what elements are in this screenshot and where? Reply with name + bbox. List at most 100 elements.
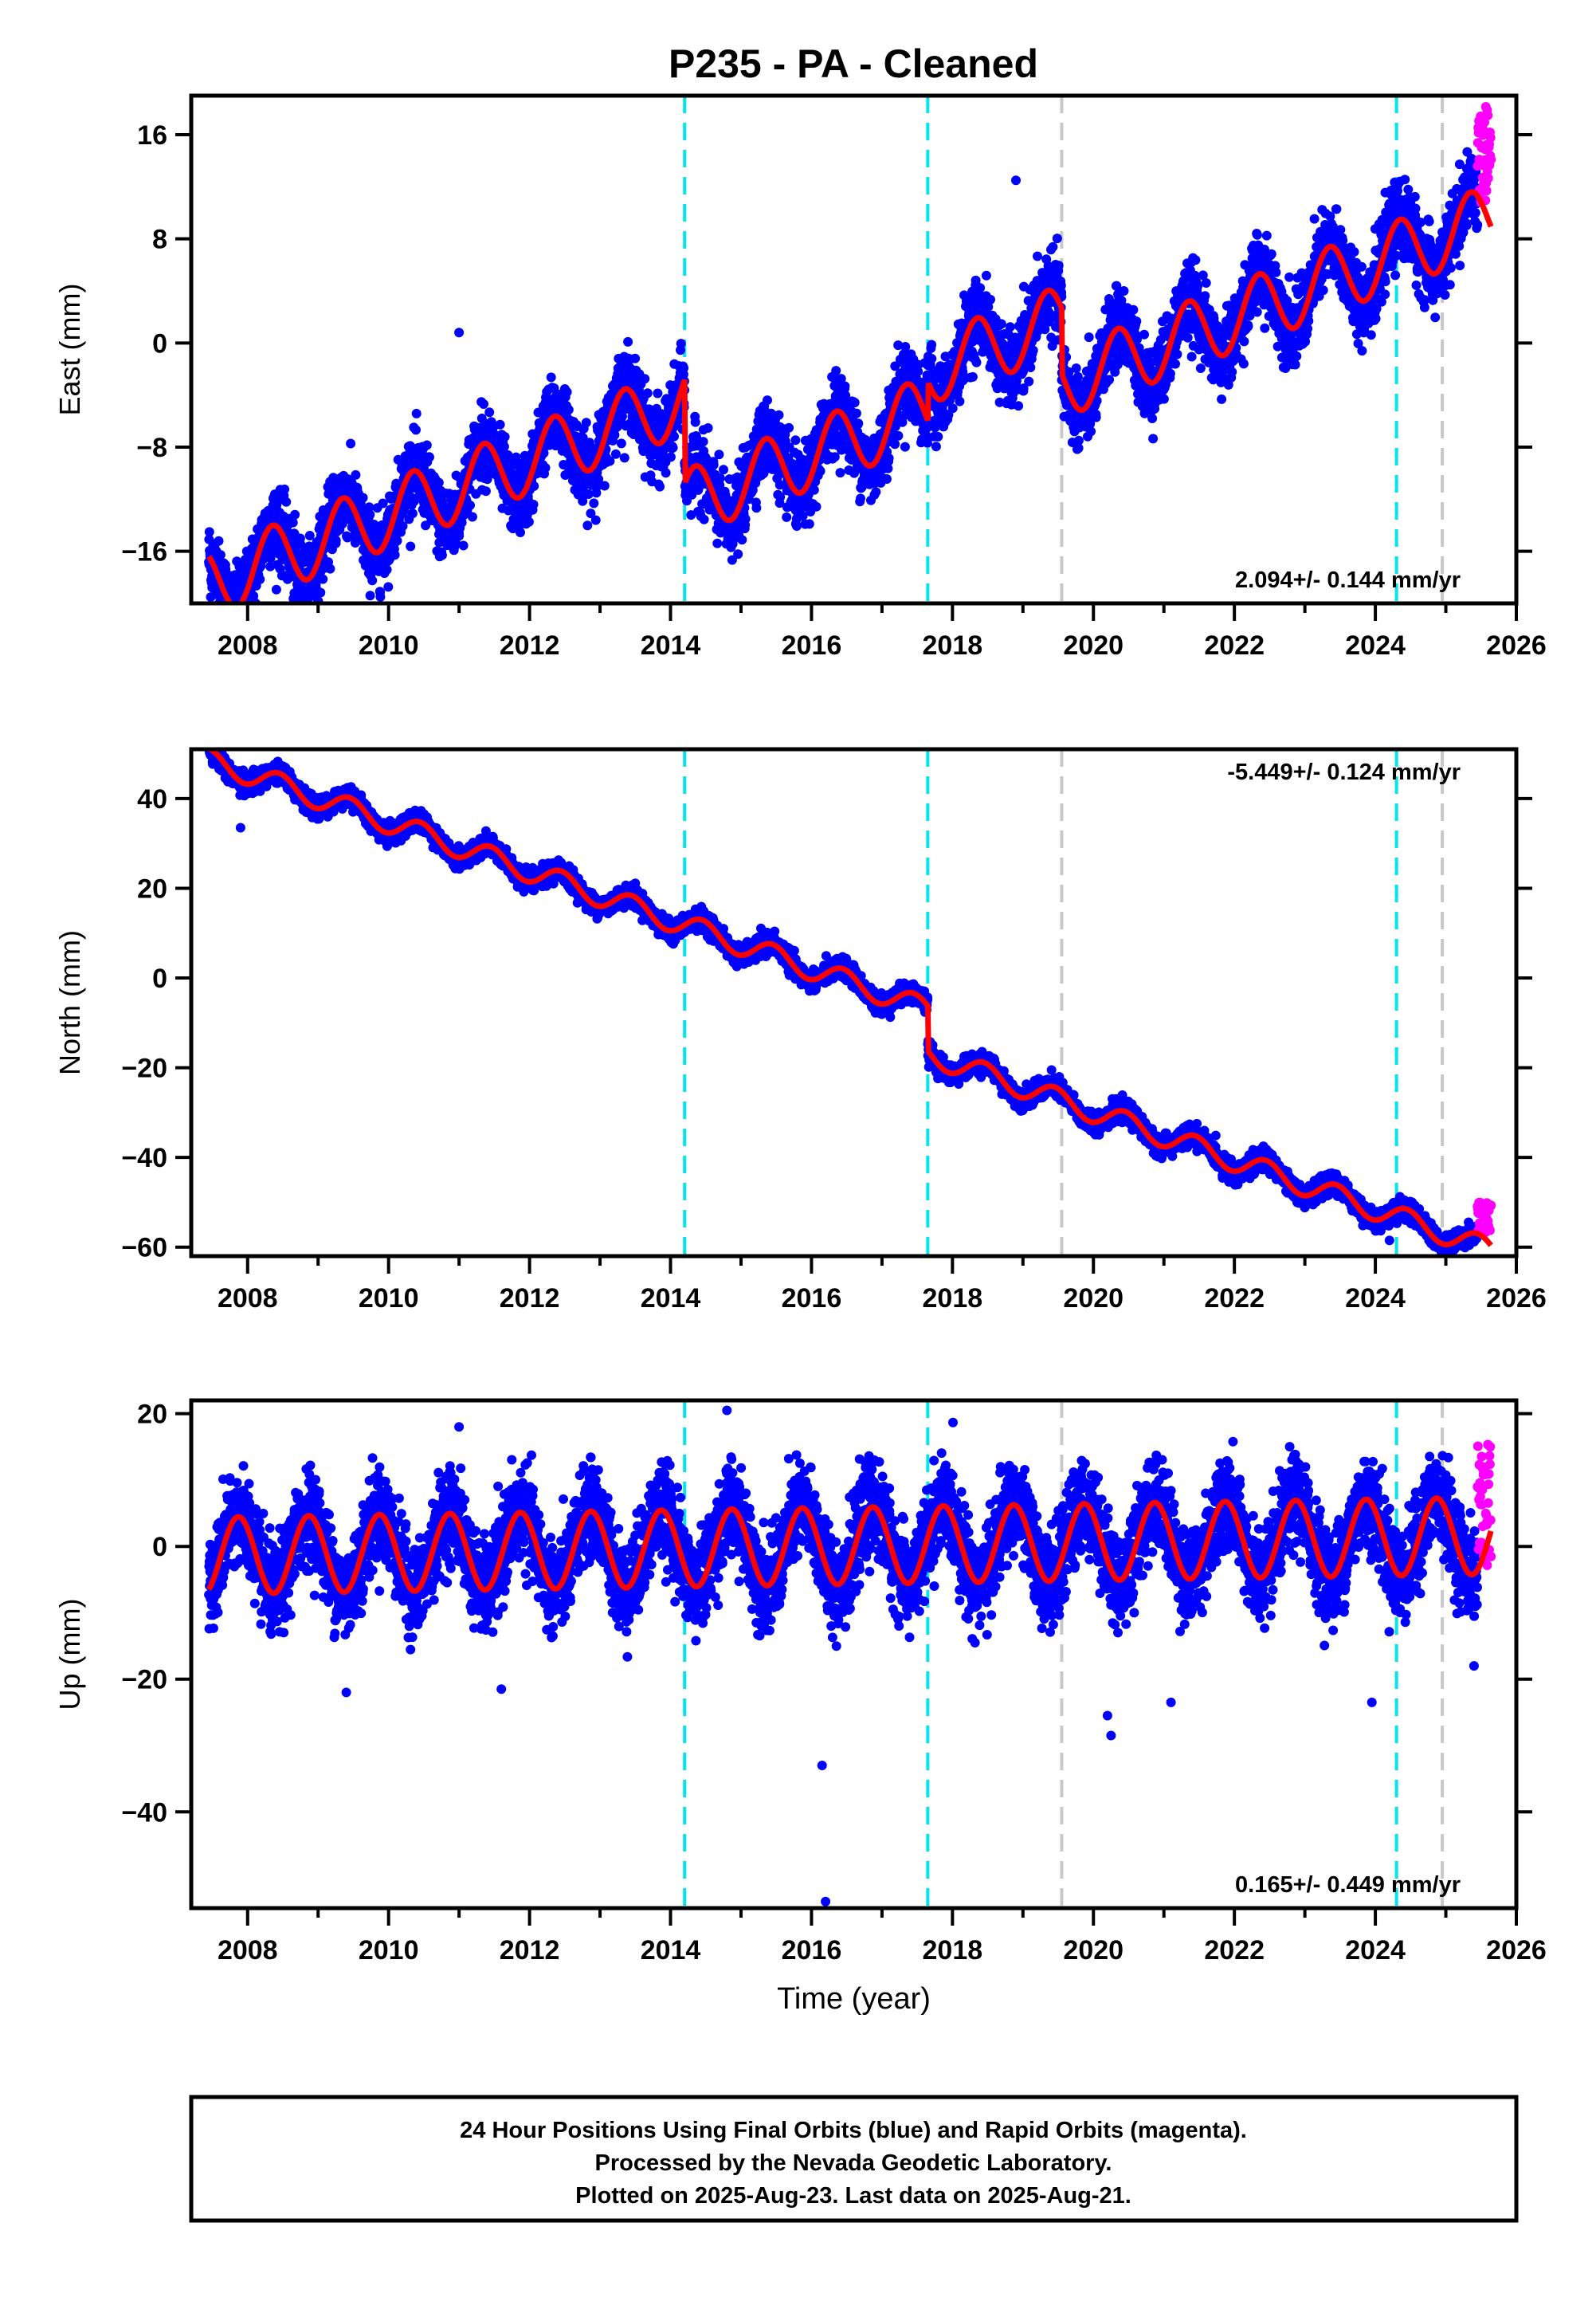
data-point [610,449,621,459]
data-point [719,465,728,475]
data-point [1139,329,1149,340]
data-point [480,486,491,497]
data-point [290,509,300,520]
data-point [304,531,315,540]
data-point [281,497,292,507]
data-point [1033,251,1042,261]
data-point [422,440,432,450]
data-point [856,493,865,504]
data-point [358,493,368,503]
data-point [931,442,941,452]
data-point [849,398,860,408]
data-point [465,501,475,510]
data-point [399,504,410,514]
data-point [881,474,892,484]
data-point [229,619,239,629]
data-point [1053,261,1064,271]
data-point [298,613,308,622]
data-point [218,620,228,630]
data-point [382,564,392,575]
data-point [853,418,864,429]
data-point [495,419,505,430]
data-point [890,439,900,450]
data-point [280,484,290,494]
data-point [811,501,822,512]
data-point [831,366,841,376]
data-point [893,430,904,441]
data-point [653,388,663,399]
data-point [364,502,374,512]
data-point [1165,368,1175,379]
data-point [1119,286,1129,296]
data-point [392,536,402,546]
data-point [223,607,233,616]
data-point [967,371,978,382]
data-point [234,611,244,621]
data-point [815,466,825,476]
data-point [733,549,743,560]
data-point [231,616,241,626]
data-point [1005,322,1015,332]
data-point [407,509,418,519]
data-point [996,319,1006,329]
data-point [516,528,525,537]
data-point [298,626,308,636]
data-point [774,410,784,420]
data-point [1091,412,1101,422]
data-point [590,515,601,525]
data-point [500,432,510,442]
data-point [661,468,671,478]
data-point [947,403,958,414]
data-point [411,425,421,435]
data-point [231,613,241,622]
data-point [616,438,626,449]
data-point [383,582,394,592]
data-point [204,527,214,537]
data-point [224,617,233,626]
data-point [236,615,245,625]
data-point [232,620,241,630]
data-point [971,357,982,367]
data-point [563,405,574,415]
data-point [583,489,594,499]
data-point [690,417,700,427]
data-point [233,611,243,620]
data-point [619,453,629,463]
data-point [351,469,361,480]
data-point [714,450,724,460]
data-point [375,591,386,602]
data-point [232,614,241,623]
data-point [871,487,881,497]
data-point [763,395,772,406]
data-point [1131,316,1142,327]
data-point [1104,375,1115,385]
data-point [271,584,281,595]
data-point [482,474,492,485]
data-point [222,607,232,617]
data-point [226,613,236,622]
data-point [586,509,596,519]
data-point [398,521,408,532]
data-point [236,607,245,616]
data-point [668,442,678,453]
data-point [1073,435,1084,446]
data-point [665,452,676,462]
data-point [1084,332,1094,343]
data-point [708,460,719,470]
data-point [1148,434,1159,444]
data-point [458,540,469,551]
data-point [703,423,713,433]
data-point [578,496,588,506]
data-point [457,517,467,528]
data-point [981,270,991,281]
data-point [927,354,937,363]
data-point [219,607,229,617]
data-point [216,608,225,618]
data-point [1159,394,1169,404]
data-point [346,438,356,449]
data-point [546,372,556,383]
data-point [304,611,313,621]
data-point [224,611,233,621]
data-point [221,620,230,630]
